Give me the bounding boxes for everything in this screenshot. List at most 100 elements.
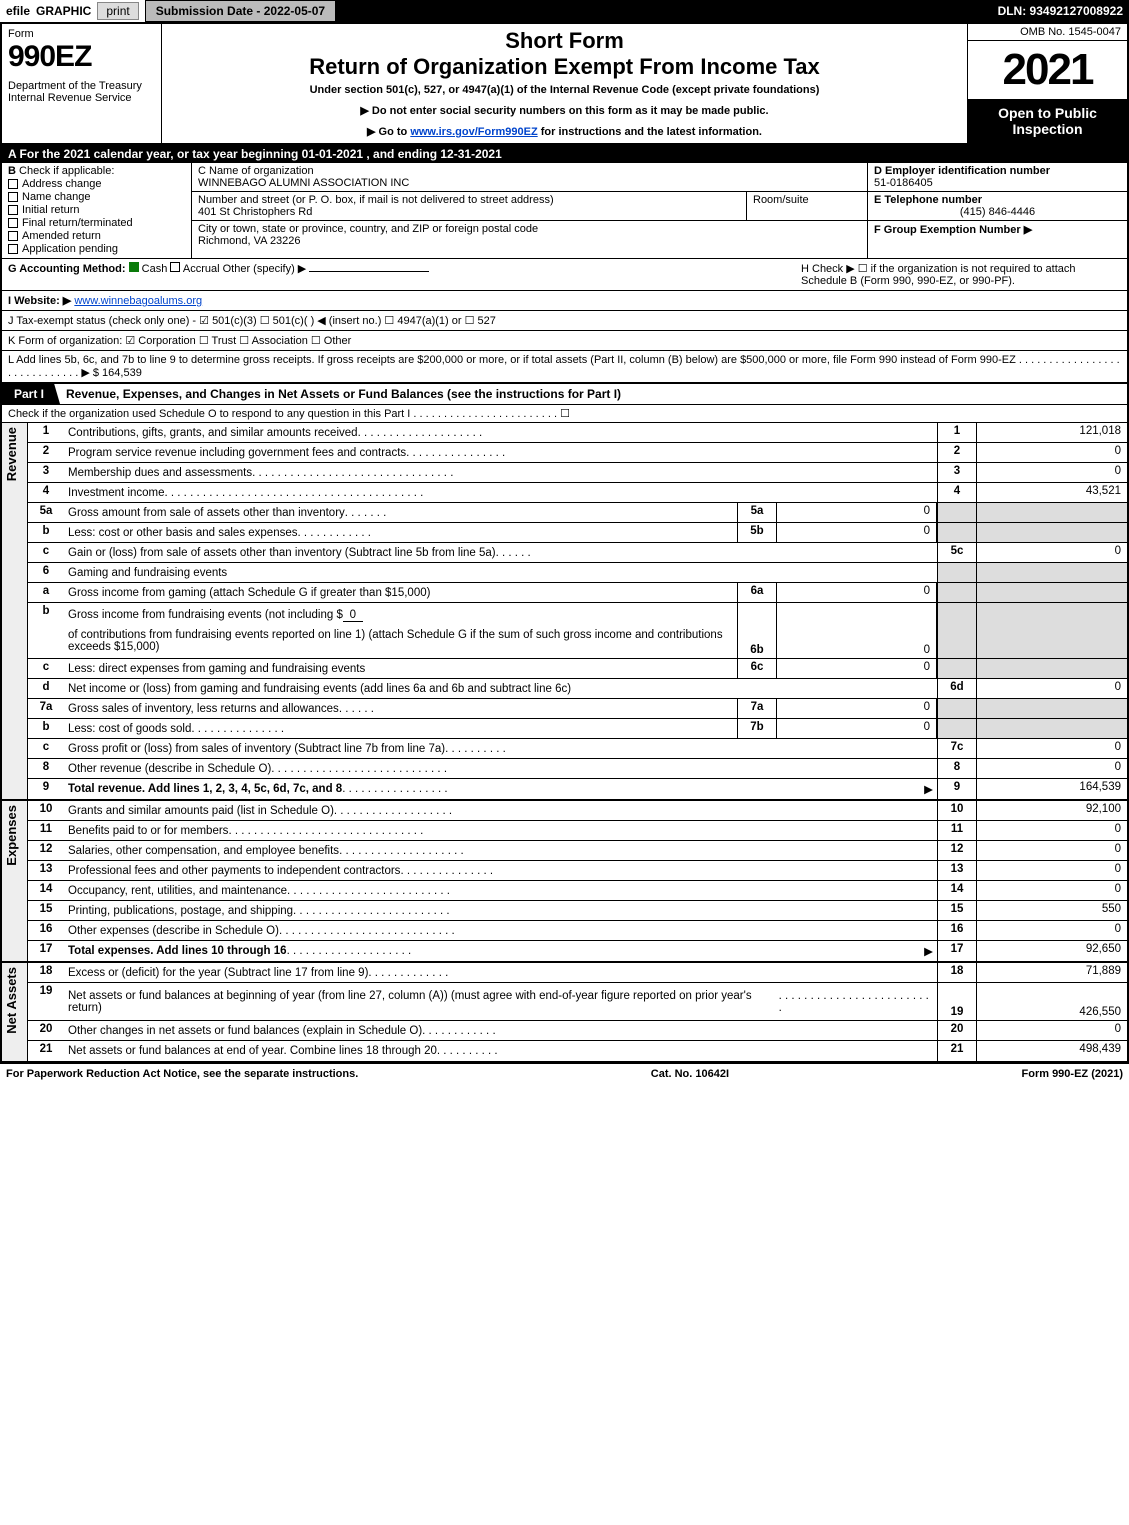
line-10: 10Grants and similar amounts paid (list … [28, 801, 1127, 821]
ln-num: 16 [28, 921, 64, 940]
ein-val: 51-0186405 [874, 177, 1121, 189]
ln-num: 21 [28, 1041, 64, 1061]
city-label: City or town, state or province, country… [198, 223, 861, 235]
ln-num: 1 [28, 423, 64, 442]
ln-num: 8 [28, 759, 64, 778]
form-number: 990EZ [8, 40, 155, 74]
ln-text: Program service revenue including govern… [68, 447, 406, 459]
line-7c: c Gross profit or (loss) from sales of i… [28, 739, 1127, 759]
cb-final-return[interactable]: Final return/terminated [8, 217, 185, 229]
org-name: WINNEBAGO ALUMNI ASSOCIATION INC [198, 177, 861, 189]
ln-box-shade [977, 603, 1127, 658]
cb-name-change[interactable]: Name change [8, 191, 185, 203]
line-21: 21Net assets or fund balances at end of … [28, 1041, 1127, 1061]
omb-label: OMB No. 1545-0047 [968, 24, 1127, 41]
line-5c: c Gain or (loss) from sale of assets oth… [28, 543, 1127, 563]
ln-box-num: 11 [937, 821, 977, 840]
footer-mid: Cat. No. 10642I [358, 1068, 1021, 1080]
ln-desc: Excess or (deficit) for the year (Subtra… [64, 963, 937, 982]
ln-desc: Gain or (loss) from sale of assets other… [64, 543, 937, 562]
footer-left: For Paperwork Reduction Act Notice, see … [6, 1068, 358, 1080]
line-14: 14 Occupancy, rent, utilities, and mainte… [28, 881, 1127, 901]
ln-box-num: 19 [937, 983, 977, 1020]
ln-desc: Other changes in net assets or fund bala… [64, 1021, 937, 1040]
line-5a: 5a Gross amount from sale of assets othe… [28, 503, 1127, 523]
efile-label: efile [6, 4, 30, 18]
ln-text: Occupancy, rent, utilities, and maintena… [68, 885, 287, 897]
ln-box-num: 14 [937, 881, 977, 900]
checkbox-icon [8, 179, 18, 189]
ln-sub-num: 6b [737, 603, 777, 658]
c-city-box: City or town, state or province, country… [192, 221, 867, 249]
other-blank [309, 271, 429, 272]
ln-box-shade [937, 699, 977, 718]
ln-box-num: 13 [937, 861, 977, 880]
ln-desc: Less: cost of goods sold . . . . . . . .… [64, 719, 737, 738]
line-12: 12Salaries, other compensation, and empl… [28, 841, 1127, 861]
ln-num: 15 [28, 901, 64, 920]
ln-desc: Contributions, gifts, grants, and simila… [64, 423, 937, 442]
netassets-lines: 18Excess or (deficit) for the year (Subt… [28, 963, 1127, 1061]
ln-box-num: 1 [937, 423, 977, 442]
c-name-box: C Name of organization WINNEBAGO ALUMNI … [192, 163, 867, 192]
ln-box-val: 0 [977, 921, 1127, 940]
cb-app-pending[interactable]: Application pending [8, 243, 185, 255]
ln-box-val: 0 [977, 443, 1127, 462]
checkbox-icon [8, 192, 18, 202]
ln-box-val: 0 [977, 861, 1127, 880]
ln-box-shade [977, 659, 1127, 678]
ln-num: b [28, 603, 64, 658]
ln-box-val: 71,889 [977, 963, 1127, 982]
part1-tab: Part I [2, 384, 60, 404]
ln-desc: Occupancy, rent, utilities, and maintena… [64, 881, 937, 900]
expenses-label: Expenses [2, 801, 21, 870]
ln-box-shade [977, 523, 1127, 542]
ln-desc: Gross profit or (loss) from sales of inv… [64, 739, 937, 758]
ln-box-val: 0 [977, 1021, 1127, 1040]
tax-year: 2021 [968, 41, 1127, 99]
cb-label: Initial return [22, 204, 79, 216]
expenses-lines: 10Grants and similar amounts paid (list … [28, 801, 1127, 961]
header-row: Form 990EZ Department of the Treasury In… [2, 24, 1127, 145]
row-l: L Add lines 5b, 6c, and 7b to line 9 to … [2, 351, 1127, 384]
ln-text: Total revenue. Add lines 1, 2, 3, 4, 5c,… [68, 783, 342, 795]
ln-sub-num: 7a [737, 699, 777, 718]
submission-date: Submission Date - 2022-05-07 [145, 0, 336, 22]
ln-text: Investment income [68, 487, 165, 499]
checkbox-icon [8, 244, 18, 254]
ln-box-shade [937, 659, 977, 678]
ln-sub-val: 0 [777, 523, 937, 542]
cb-address-change[interactable]: Address change [8, 178, 185, 190]
ln-box-shade [977, 503, 1127, 522]
checkbox-icon [170, 262, 180, 272]
goto-link[interactable]: www.irs.gov/Form990EZ [410, 126, 537, 138]
ln-box-num: 10 [937, 801, 977, 820]
cb-initial-return[interactable]: Initial return [8, 204, 185, 216]
goto-line: ▶ Go to www.irs.gov/Form990EZ for instru… [170, 125, 959, 138]
line-8: 8 Other revenue (describe in Schedule O)… [28, 759, 1127, 779]
topbar-left: efile GRAPHIC print [0, 0, 145, 22]
e-box: E Telephone number (415) 846-4446 [868, 192, 1127, 221]
ln-desc: Net assets or fund balances at beginning… [64, 983, 937, 1020]
ln-desc: Net assets or fund balances at end of ye… [64, 1041, 937, 1061]
ln-sub-val: 0 [777, 603, 937, 658]
ln-num: 11 [28, 821, 64, 840]
accrual-label: Accrual [183, 263, 220, 275]
line-15: 15Printing, publications, postage, and s… [28, 901, 1127, 921]
open-inspection: Open to Public Inspection [968, 99, 1127, 143]
c-addr-row: Number and street (or P. O. box, if mail… [192, 192, 867, 221]
website-link[interactable]: www.winnebagoalums.org [74, 295, 202, 307]
ln-desc: Investment income . . . . . . . . . . . … [64, 483, 937, 502]
cb-amended[interactable]: Amended return [8, 230, 185, 242]
print-button[interactable]: print [97, 2, 138, 20]
line-13: 13Professional fees and other payments t… [28, 861, 1127, 881]
ln-sub-val: 0 [777, 659, 937, 678]
ln-box-shade [937, 719, 977, 738]
ln-box-val: 43,521 [977, 483, 1127, 502]
c-addr-l: Number and street (or P. O. box, if mail… [192, 192, 747, 220]
arrow-icon: ▶ [924, 944, 933, 958]
ln-sub-num: 5a [737, 503, 777, 522]
header-left: Form 990EZ Department of the Treasury In… [2, 24, 162, 143]
ln-num: c [28, 543, 64, 562]
warn-line: ▶ Do not enter social security numbers o… [170, 104, 959, 117]
